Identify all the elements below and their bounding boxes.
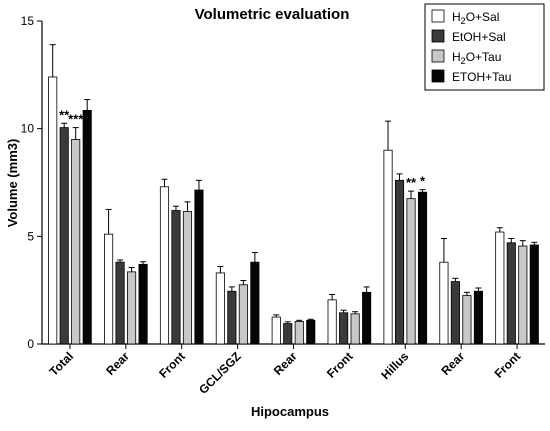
legend-swatch (431, 69, 445, 83)
y-tick-label: 5 (27, 229, 34, 243)
legend-swatch (431, 9, 445, 23)
bar (194, 189, 204, 345)
x-tick-label: GCL/SGZ (196, 349, 244, 397)
bar (306, 319, 316, 345)
bar (529, 244, 539, 345)
legend: H2O+Sal EtOH+Sal H2O+Tau ETOH+Tau (424, 3, 545, 91)
x-tick-label: Front (492, 349, 524, 381)
legend-label: H2O+Tau (452, 50, 501, 66)
x-tick-label: Rear (439, 349, 468, 378)
legend-box (424, 3, 545, 91)
bar (362, 291, 372, 345)
x-tick-label: Total (47, 349, 77, 379)
bar (171, 210, 181, 345)
bar (506, 242, 516, 345)
x-tick-label: Front (156, 349, 188, 381)
bar (238, 284, 248, 345)
bar (294, 320, 304, 345)
bar (450, 281, 460, 345)
bar (462, 295, 472, 345)
x-tick-label: Front (324, 349, 356, 381)
legend-swatch (431, 49, 445, 63)
legend-label: EtOH+Sal (452, 30, 506, 44)
bar (182, 211, 193, 345)
bar (159, 186, 170, 345)
bar (250, 261, 260, 345)
bar (127, 271, 137, 345)
y-tick-label: 10 (21, 122, 35, 136)
x-tick-label: Rear (103, 349, 132, 378)
bar (339, 312, 349, 345)
bar (350, 313, 360, 345)
x-tick-label: Rear (271, 349, 300, 378)
bar (48, 76, 58, 345)
bar (227, 290, 237, 345)
bar (383, 149, 393, 345)
bar (59, 127, 69, 345)
y-axis-title: Volume (mm3) (5, 139, 20, 228)
significance-marker: ** (406, 175, 417, 190)
bar (406, 198, 416, 345)
chart-title: Volumetric evaluation (195, 6, 350, 23)
legend-swatch (431, 29, 445, 43)
significance-marker: *** (68, 112, 84, 127)
bar (327, 299, 337, 345)
y-tick-label: 15 (21, 14, 35, 28)
bar (71, 139, 81, 345)
bar (439, 261, 449, 345)
significance-marker: ** (59, 107, 70, 122)
x-axis-title: Hipocampus (251, 404, 329, 419)
bar (82, 109, 92, 345)
bar (417, 191, 428, 345)
bar (138, 263, 148, 345)
bar (394, 179, 405, 345)
y-tick-label: 0 (27, 337, 34, 351)
significance-marker: * (420, 174, 426, 189)
bar (215, 272, 225, 345)
bar (473, 290, 483, 345)
legend-label: H2O+Sal (452, 10, 499, 26)
bar (104, 233, 114, 345)
bar (271, 316, 281, 345)
bar (115, 261, 125, 345)
bar (283, 323, 293, 345)
bar (495, 231, 505, 345)
x-tick-label: Hillus (378, 349, 411, 382)
bar (518, 245, 528, 345)
legend-label: ETOH+Tau (452, 70, 511, 84)
